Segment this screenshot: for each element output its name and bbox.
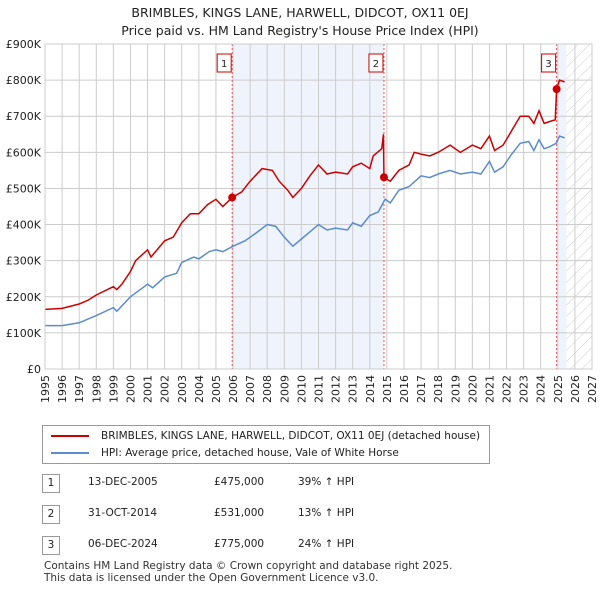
x-tick-label: 2019	[449, 375, 462, 403]
x-tick-label: 2026	[569, 375, 582, 403]
x-tick-label: 2024	[535, 375, 548, 403]
x-tick-label: 1998	[90, 375, 103, 403]
x-tick-label: 2012	[330, 375, 343, 403]
plot-border	[44, 43, 593, 370]
footer-licence: This data is licensed under the Open Gov…	[44, 572, 379, 584]
sale-marker-box	[368, 53, 384, 73]
legend-label: HPI: Average price, detached house, Vale…	[101, 447, 399, 459]
legend-item-hpi: HPI: Average price, detached house, Vale…	[51, 445, 399, 461]
sale-date: 31-OCT-2014	[88, 507, 157, 519]
x-tick-label: 2015	[381, 375, 394, 403]
chart-title: BRIMBLES, KINGS LANE, HARWELL, DIDCOT, O…	[131, 5, 469, 20]
x-tick-label: 1996	[56, 375, 69, 403]
x-tick-label: 2006	[227, 375, 240, 403]
plot-area: 1995 1996 1997 1998 1999 2000 2001 2002 2003 2004…	[6, 38, 599, 403]
x-tick-label: 1997	[73, 375, 86, 403]
x-tick-label: 2007	[244, 375, 257, 403]
sale-marker-label: 1	[221, 59, 227, 70]
y-tick-label: £700K	[6, 110, 42, 123]
x-tick-label: 2023	[518, 375, 531, 403]
sale-point	[228, 193, 237, 202]
x-tick-label: 2009	[278, 375, 291, 403]
sale-price: £475,000	[214, 476, 265, 488]
y-tick-label: £100K	[6, 327, 42, 340]
x-tick-label: 2017	[415, 375, 428, 403]
x-tick-label: 2003	[176, 375, 189, 403]
y-tick-label: £900K	[6, 38, 42, 51]
y-tick-label: £0	[27, 363, 41, 376]
y-tick-label: £600K	[6, 146, 42, 159]
sale-marker-box	[541, 53, 557, 73]
x-tick-label: 2018	[432, 375, 445, 403]
x-tick-label: 2027	[586, 375, 599, 403]
sale-marker-label: 2	[373, 59, 379, 70]
x-tick-label: 2008	[261, 375, 274, 403]
sale-price: £531,000	[214, 507, 265, 519]
footer-copyright: Contains HM Land Registry data © Crown c…	[44, 560, 453, 572]
sale-marker-label: 3	[42, 536, 60, 555]
forecast-hatch	[566, 44, 592, 369]
x-tick-label: 2020	[466, 375, 479, 403]
legend-item-property: BRIMBLES, KINGS LANE, HARWELL, DIDCOT, O…	[51, 428, 480, 444]
sale-point	[379, 173, 388, 182]
sale-marker-label: 1	[42, 474, 60, 493]
x-tick-label: 2021	[483, 375, 496, 403]
x-tick-label: 2000	[124, 375, 137, 403]
sale-date: 06-DEC-2024	[88, 538, 158, 550]
legend-swatch-blue	[51, 452, 89, 454]
x-tick-label: 2022	[501, 375, 514, 403]
x-tick-label: 2001	[142, 375, 155, 403]
x-tick-label: 2013	[347, 375, 360, 403]
sale-price: £775,000	[214, 538, 265, 550]
legend: BRIMBLES, KINGS LANE, HARWELL, DIDCOT, O…	[42, 425, 490, 464]
x-tick-label: 2016	[398, 375, 411, 403]
x-tick-label: 2010	[295, 375, 308, 403]
sale-marker-label: 2	[42, 505, 60, 524]
y-tick-label: £800K	[6, 74, 42, 87]
sale-point	[552, 85, 561, 94]
shaded-period	[232, 44, 384, 369]
sale-marker-label: 3	[545, 59, 551, 70]
x-tick-label: 2011	[313, 375, 326, 403]
sale-hpi: 13% ↑ HPI	[298, 507, 355, 519]
y-tick-label: £400K	[6, 219, 42, 232]
x-tick-label: 2025	[552, 375, 565, 403]
sale-marker-box	[216, 53, 232, 73]
x-tick-label: 1995	[39, 375, 52, 403]
shaded-period	[556, 44, 567, 369]
x-tick-label: 2014	[364, 375, 377, 403]
hpi-line	[45, 135, 565, 327]
y-tick-label: £500K	[6, 182, 42, 195]
x-tick-label: 1999	[107, 375, 120, 403]
x-tick-label: 2005	[210, 375, 223, 403]
legend-label: BRIMBLES, KINGS LANE, HARWELL, DIDCOT, O…	[101, 430, 481, 442]
sale-hpi: 24% ↑ HPI	[298, 538, 355, 550]
x-tick-label: 2004	[193, 375, 206, 403]
sale-hpi: 39% ↑ HPI	[298, 476, 355, 488]
sale-date: 13-DEC-2005	[88, 476, 158, 488]
x-tick-label: 2002	[159, 375, 172, 403]
legend-swatch-red	[51, 435, 89, 437]
chart-subtitle: Price paid vs. HM Land Registry's House …	[121, 23, 479, 38]
y-tick-label: £200K	[6, 291, 42, 304]
y-tick-label: £300K	[6, 255, 42, 268]
property-price-line	[44, 79, 565, 311]
